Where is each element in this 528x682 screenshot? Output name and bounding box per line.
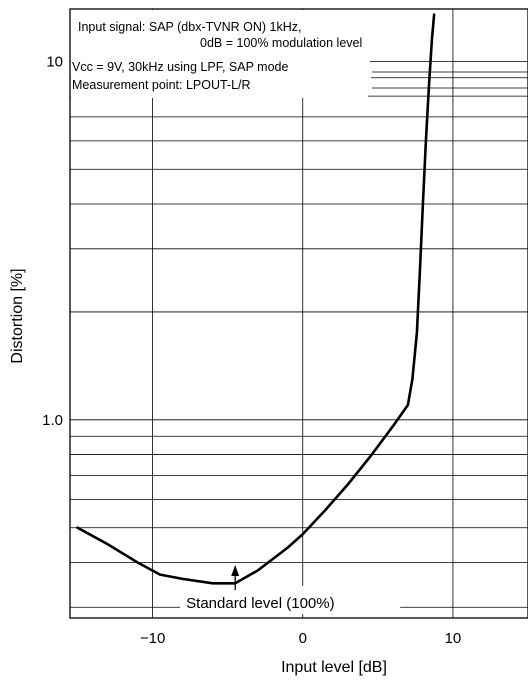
annotation-line: Input signal: SAP (dbx-TVNR ON) 1kHz,: [78, 20, 301, 34]
annotation-line: Vcc = 9V, 30kHz using LPF, SAP mode: [72, 60, 288, 74]
annotation-backdrop: [71, 10, 371, 98]
y-axis-label: Distortion [%]: [9, 268, 26, 363]
y-tick-label: 10: [46, 53, 63, 70]
annotation-line: Measurement point: LPOUT-L/R: [72, 78, 251, 92]
marker-arrow-head: [231, 565, 240, 576]
x-axis-label: Input level [dB]: [281, 659, 387, 676]
grid: [70, 9, 528, 618]
annotation-box: Input signal: SAP (dbx-TVNR ON) 1kHz, 0dB…: [71, 10, 528, 98]
plot-frame: [69, 8, 528, 619]
x-tick-label: 10: [445, 630, 462, 647]
x-tick-label: 0: [299, 630, 307, 647]
marker-label-backdrop: [180, 586, 401, 614]
y-tick-labels: 1.0 10: [42, 53, 63, 428]
standard-level-marker: Standard level (100%): [180, 565, 401, 614]
annotation-line: 0dB = 100% modulation level: [200, 36, 362, 50]
series-line: [76, 13, 436, 585]
y-tick-label: 1.0: [42, 412, 63, 429]
x-tick-label: −10: [140, 630, 165, 647]
x-tick-labels: −10 0 10: [140, 630, 461, 647]
marker-label: Standard level (100%): [186, 595, 334, 612]
